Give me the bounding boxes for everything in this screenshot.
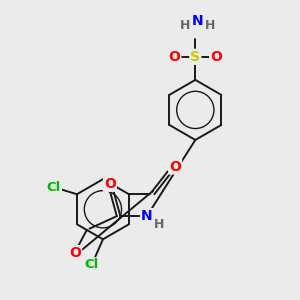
Text: N: N — [141, 209, 153, 223]
Text: S: S — [190, 50, 200, 64]
Text: H: H — [180, 19, 190, 32]
Text: N: N — [192, 14, 203, 28]
Text: O: O — [69, 246, 81, 260]
Text: O: O — [169, 160, 181, 173]
Text: O: O — [169, 50, 181, 64]
Text: Cl: Cl — [84, 258, 98, 271]
Text: O: O — [210, 50, 222, 64]
Text: Cl: Cl — [47, 181, 61, 194]
Text: H: H — [205, 19, 215, 32]
Text: O: O — [104, 177, 116, 191]
Text: H: H — [154, 218, 165, 231]
